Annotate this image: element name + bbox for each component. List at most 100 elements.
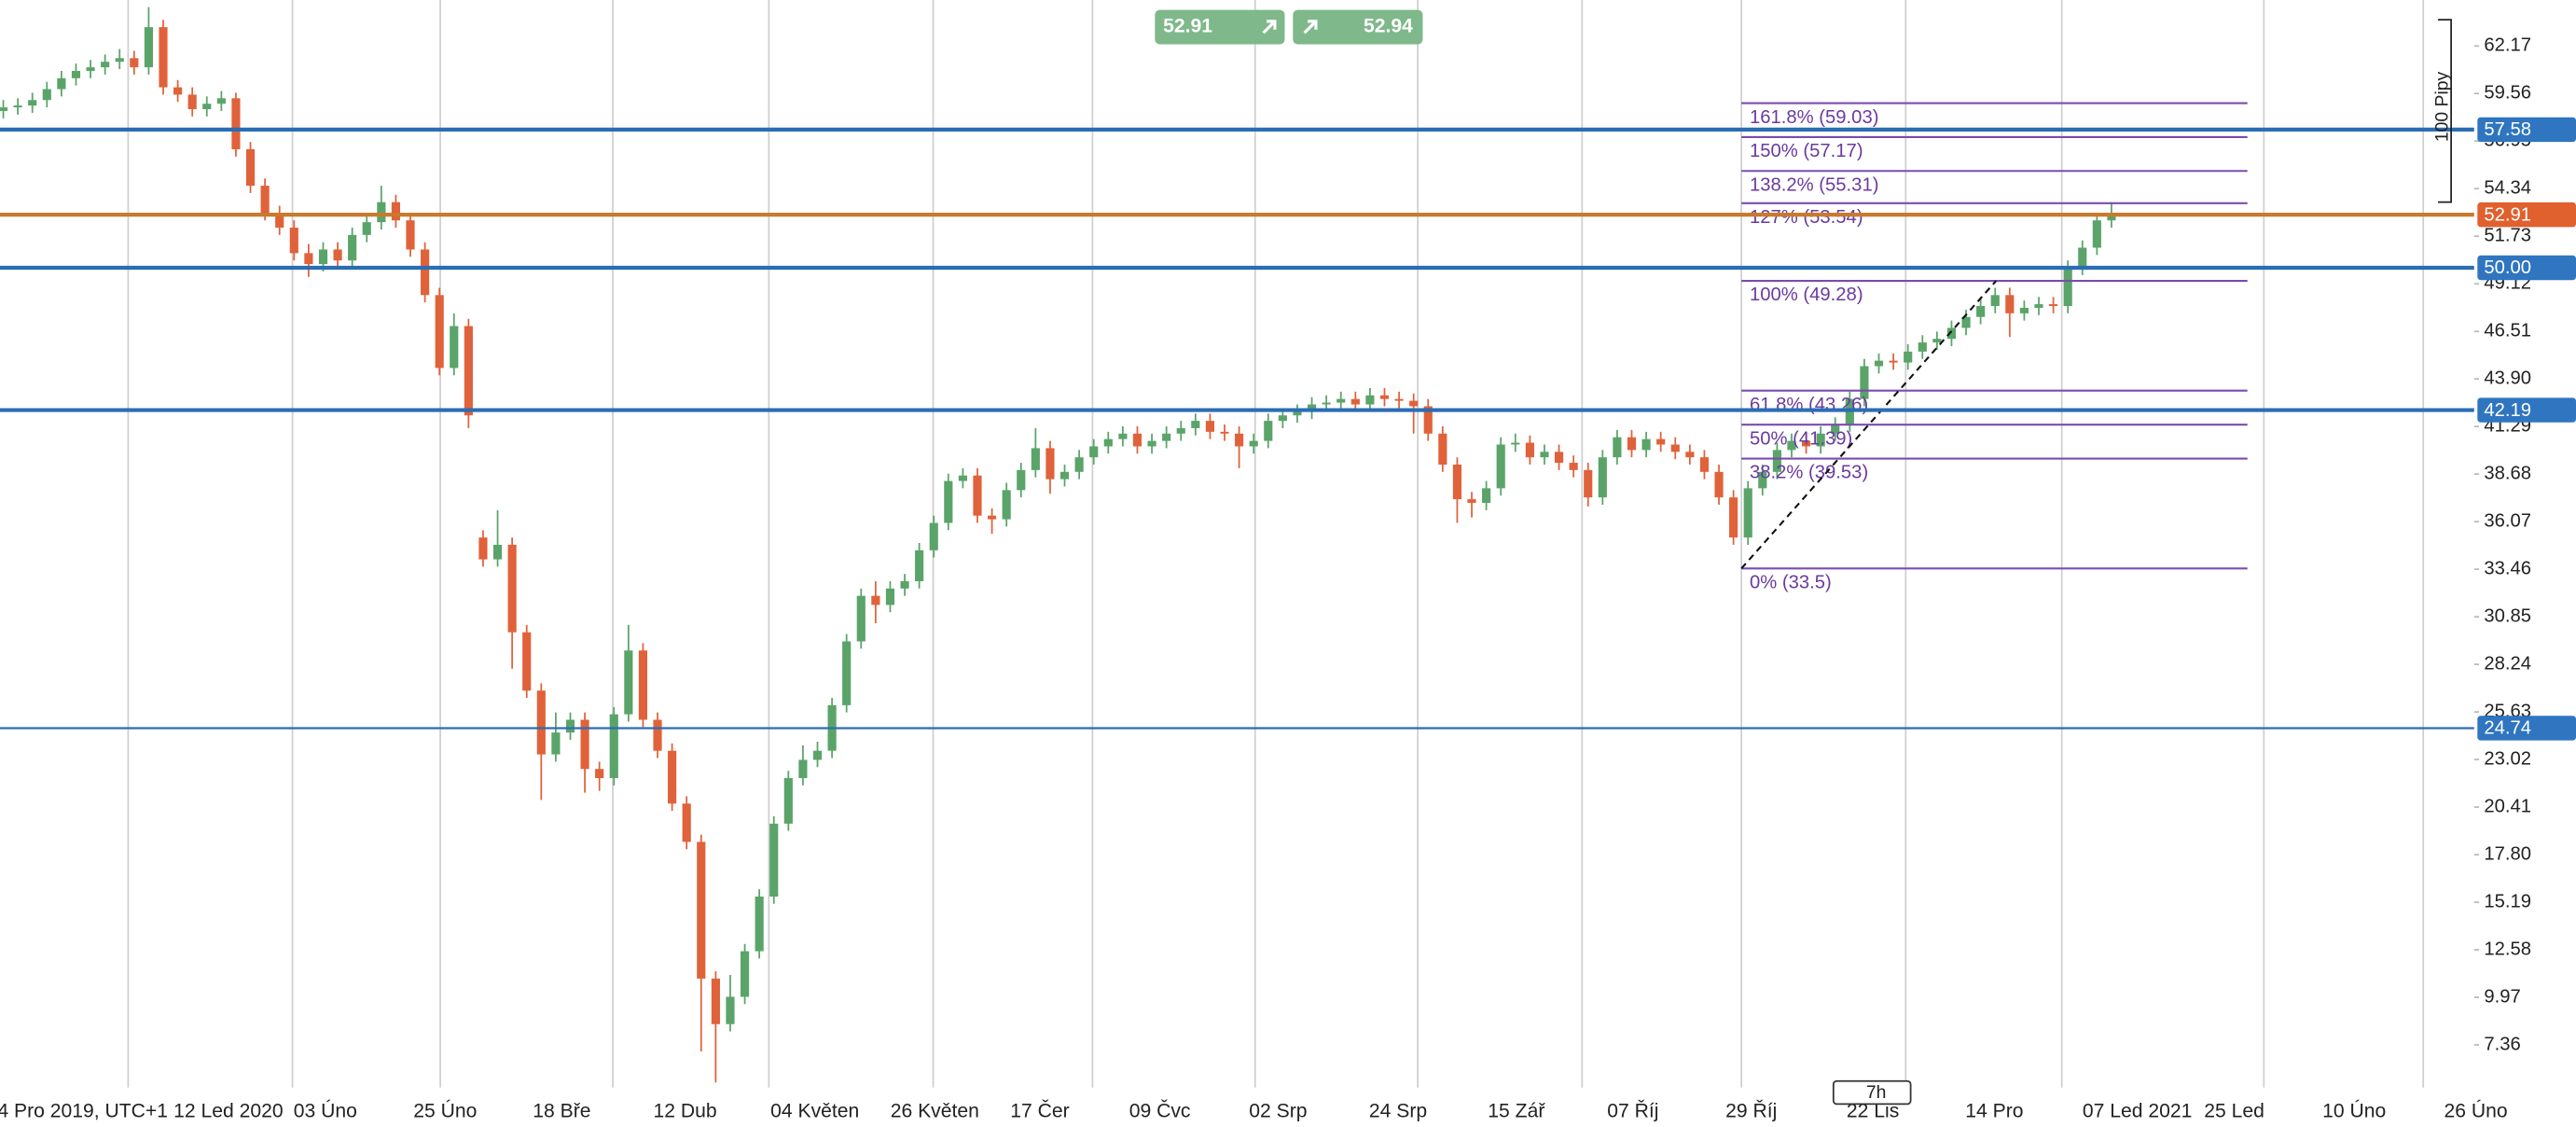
x-tick-label: 29 Říj xyxy=(1725,1101,1777,1122)
timeframe-box[interactable] xyxy=(1832,1079,1912,1106)
candle-body xyxy=(915,550,924,582)
candle-body xyxy=(0,107,8,111)
fib-level-label: 138.2% (55.31) xyxy=(1750,174,1878,195)
candle-body xyxy=(609,714,618,779)
candle-body xyxy=(944,480,953,523)
candle-body xyxy=(812,750,823,760)
candle-body xyxy=(1685,452,1695,458)
x-tick-label: 09 Čvc xyxy=(1129,1101,1191,1122)
candle-body xyxy=(1889,360,1898,363)
y-tick-label: 43.90 xyxy=(2484,369,2531,389)
candle-body xyxy=(1002,490,1011,520)
candle-body xyxy=(1496,444,1505,489)
candle-body xyxy=(1831,424,1840,434)
x-tick-label: 02 Srp xyxy=(1249,1101,1307,1122)
candle-body xyxy=(2049,304,2058,307)
pip-ruler-label: 100 Pipy xyxy=(2431,71,2452,142)
candle-body xyxy=(697,842,706,979)
fib-trend-line xyxy=(1740,280,1997,570)
candle-body xyxy=(885,588,895,605)
price-tag xyxy=(2477,397,2576,423)
candle-body xyxy=(1409,400,1419,407)
candle-body xyxy=(1438,433,1447,465)
candle-body xyxy=(1293,411,1302,416)
candle-body xyxy=(1699,457,1710,472)
candle-body xyxy=(42,89,51,101)
candle-body xyxy=(1482,488,1491,504)
candle-body xyxy=(1990,295,2000,307)
candle-body xyxy=(1118,433,1128,439)
candle-body xyxy=(929,522,938,550)
candle-body xyxy=(1147,440,1156,447)
x-tick-label: 07 Led 2021 xyxy=(2083,1101,2193,1122)
y-tick-label: 33.46 xyxy=(2484,558,2531,578)
candle-body xyxy=(1074,457,1084,472)
candle-body xyxy=(1714,471,1724,498)
buy-arrow xyxy=(1303,20,1318,35)
candle-body xyxy=(1772,450,1781,472)
candle-body xyxy=(1278,415,1287,422)
candle-body xyxy=(173,87,183,95)
price-tag-label: 24.74 xyxy=(2484,718,2531,739)
candle-body xyxy=(1467,499,1476,504)
candle-body xyxy=(202,104,212,110)
candle-body xyxy=(1394,398,1404,401)
candle-body xyxy=(2019,307,2029,313)
price-tag-label: 57.58 xyxy=(2484,119,2531,140)
x-tick-label: 24 Srp xyxy=(1369,1101,1427,1122)
candle-body xyxy=(653,719,662,751)
candle-body xyxy=(304,253,313,265)
candle-body xyxy=(595,769,604,779)
candle-body xyxy=(1670,444,1680,452)
candle-body xyxy=(1089,446,1099,458)
y-tick-label: 17.80 xyxy=(2484,843,2531,864)
x-tick-label: 12 Led 2020 xyxy=(173,1101,284,1122)
fib-level-label: 50% (41.39) xyxy=(1750,428,1852,449)
candle-body xyxy=(1743,488,1752,538)
candle-body xyxy=(1220,431,1229,434)
candle-body xyxy=(260,186,270,214)
candle-body xyxy=(464,326,473,416)
candle-body xyxy=(1758,471,1767,489)
candle-body xyxy=(86,67,95,71)
candle-body xyxy=(492,544,503,560)
candle-body xyxy=(1191,421,1200,428)
candle-body xyxy=(1569,463,1578,470)
candle-body xyxy=(1132,433,1143,447)
candle-body xyxy=(2107,215,2116,221)
candle-body xyxy=(726,996,735,1024)
candle-body xyxy=(318,249,328,265)
y-tick-label: 7.36 xyxy=(2484,1034,2520,1054)
candle-body xyxy=(57,77,66,90)
y-tick-label: 12.58 xyxy=(2484,939,2531,959)
y-tick-label: 23.02 xyxy=(2484,748,2531,769)
candle-body xyxy=(740,951,750,997)
x-tick-label: 22 Lis xyxy=(1847,1101,1899,1122)
candle-body xyxy=(1452,464,1462,500)
candle-body xyxy=(391,202,401,221)
x-tick-label: 12 Dub xyxy=(653,1101,716,1122)
candle-body xyxy=(159,27,168,88)
grid: 04 Pro 2019, UTC+1 12 Led 2020 03 Úno 25 Ún… xyxy=(0,0,2531,1122)
candle-body xyxy=(377,202,386,223)
candle-body xyxy=(842,641,852,705)
candle-body xyxy=(2092,220,2101,248)
price-tag-label: 52.91 xyxy=(2484,204,2531,225)
candle-body xyxy=(450,326,459,369)
sell-button[interactable] xyxy=(1155,9,1285,45)
fib-level-label: 0% (33.5) xyxy=(1750,573,1832,593)
y-tick-label: 54.34 xyxy=(2484,178,2531,199)
candle-body xyxy=(1249,440,1258,447)
candle-body xyxy=(682,803,691,842)
candle-body xyxy=(1017,469,1026,491)
timeframe: 7h xyxy=(1866,1082,1887,1103)
sell-arrow xyxy=(1262,20,1277,35)
x-tick-label: 25 Úno xyxy=(413,1101,477,1122)
candle-body xyxy=(1525,442,1534,458)
buy-button[interactable] xyxy=(1293,9,1423,45)
candle-body xyxy=(130,58,139,68)
candle-body xyxy=(1336,398,1346,403)
price-tag xyxy=(2477,255,2576,281)
candle-body xyxy=(435,295,444,369)
